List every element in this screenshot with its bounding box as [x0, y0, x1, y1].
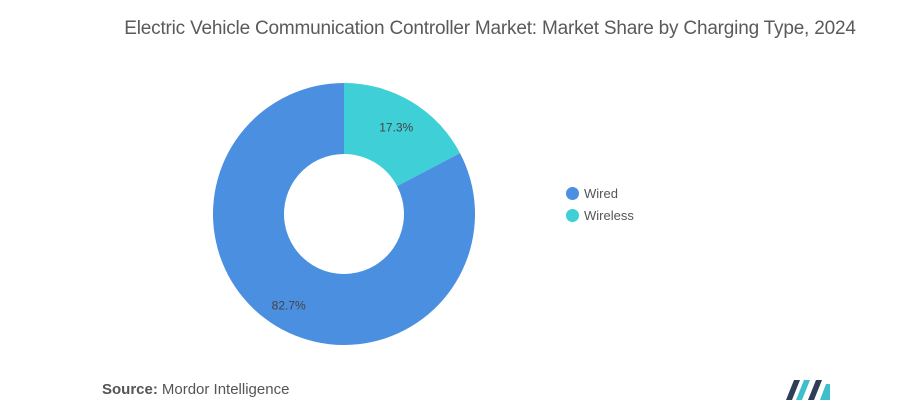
legend-swatch-wired — [566, 186, 579, 200]
legend-item-wireless: Wireless — [566, 204, 634, 226]
chart-title: Electric Vehicle Communication Controlle… — [124, 18, 856, 39]
slice-wired — [212, 83, 475, 345]
legend-item-wired: Wired — [566, 182, 634, 204]
source-note: Source: Mordor Intelligence — [102, 381, 289, 398]
legend-swatch-wireless — [566, 208, 579, 222]
legend-label-wireless: Wireless — [584, 207, 634, 223]
source-label: Source: — [102, 381, 158, 398]
source-text: Mordor Intelligence — [161, 381, 290, 398]
slice-wireless — [344, 83, 460, 187]
mordor-intelligence-logo — [786, 380, 830, 400]
legend-label-wired: Wired — [584, 185, 618, 201]
chart-legend: Wired Wireless — [566, 182, 634, 226]
data-label-wireless: 17.3% — [379, 121, 413, 135]
data-label-wired: 82.7% — [272, 299, 306, 313]
